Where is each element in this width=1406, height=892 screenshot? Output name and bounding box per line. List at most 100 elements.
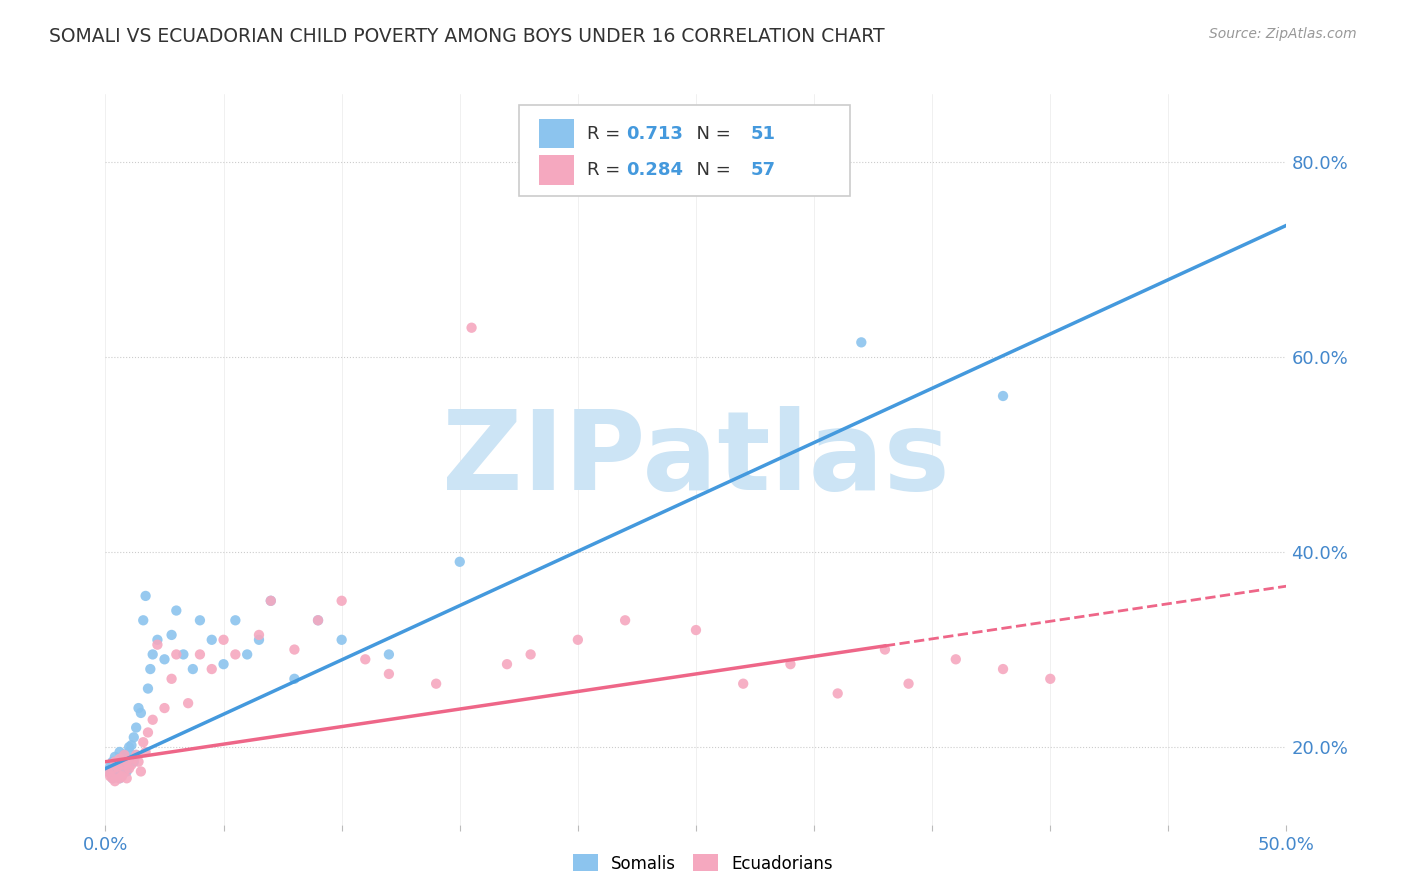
Point	[111, 752, 134, 766]
Point	[120, 752, 142, 766]
Point	[851, 335, 873, 350]
Point	[104, 774, 127, 789]
Point	[160, 628, 183, 642]
FancyBboxPatch shape	[538, 120, 574, 148]
Point	[122, 752, 145, 766]
Point	[125, 721, 148, 735]
Point	[112, 747, 135, 762]
Point	[128, 755, 150, 769]
Point	[567, 632, 589, 647]
Point	[685, 623, 707, 637]
Text: Source: ZipAtlas.com: Source: ZipAtlas.com	[1209, 27, 1357, 41]
Text: N =: N =	[685, 125, 737, 143]
Point	[160, 672, 183, 686]
Point	[146, 638, 169, 652]
Point	[153, 652, 176, 666]
Point	[98, 759, 121, 773]
Point	[283, 642, 305, 657]
Point	[97, 764, 120, 779]
Point	[125, 747, 148, 762]
Point	[118, 745, 141, 759]
Point	[112, 747, 135, 762]
Point	[449, 555, 471, 569]
Text: N =: N =	[685, 161, 737, 179]
Point	[224, 613, 246, 627]
Point	[201, 632, 224, 647]
Point	[104, 769, 127, 783]
Point	[120, 757, 142, 772]
Point	[108, 752, 131, 766]
Point	[108, 772, 131, 786]
Point	[307, 613, 329, 627]
Point	[105, 759, 128, 773]
Text: 51: 51	[751, 125, 775, 143]
Point	[247, 628, 270, 642]
FancyBboxPatch shape	[538, 155, 574, 185]
Point	[177, 696, 200, 710]
Point	[128, 701, 150, 715]
Text: 0.284: 0.284	[626, 161, 683, 179]
Point	[165, 648, 187, 662]
Point	[142, 713, 165, 727]
Point	[111, 767, 134, 781]
Point	[378, 667, 401, 681]
FancyBboxPatch shape	[519, 104, 849, 196]
Point	[97, 764, 120, 779]
Point	[132, 735, 155, 749]
Point	[132, 613, 155, 627]
Legend: Somalis, Ecuadorians: Somalis, Ecuadorians	[567, 847, 839, 880]
Text: R =: R =	[588, 125, 626, 143]
Point	[247, 632, 270, 647]
Point	[104, 749, 127, 764]
Point	[307, 613, 329, 627]
Point	[115, 772, 138, 786]
Point	[260, 594, 283, 608]
Text: 57: 57	[751, 161, 775, 179]
Point	[827, 686, 849, 700]
Point	[115, 764, 138, 779]
Point	[105, 764, 128, 779]
Point	[733, 676, 755, 690]
Point	[108, 745, 131, 759]
Point	[120, 738, 142, 752]
Point	[283, 672, 305, 686]
Point	[260, 594, 283, 608]
Point	[101, 762, 124, 776]
Point	[122, 731, 145, 745]
Point	[101, 755, 124, 769]
Point	[105, 757, 128, 772]
Point	[496, 657, 519, 672]
Point	[146, 632, 169, 647]
Point	[519, 648, 541, 662]
Point	[212, 657, 235, 672]
Point	[136, 681, 159, 696]
Point	[125, 747, 148, 762]
Point	[135, 589, 157, 603]
Point	[105, 767, 128, 781]
Point	[779, 657, 801, 672]
Point	[135, 745, 157, 759]
Point	[330, 632, 353, 647]
Point	[165, 603, 187, 617]
Point	[201, 662, 224, 676]
Point	[118, 740, 141, 755]
Point	[111, 769, 134, 783]
Point	[181, 662, 204, 676]
Point	[991, 389, 1014, 403]
Point	[172, 648, 194, 662]
Point	[212, 632, 235, 647]
Point	[108, 772, 131, 786]
Point	[129, 764, 152, 779]
Point	[873, 642, 896, 657]
Text: 0.713: 0.713	[626, 125, 683, 143]
Point	[945, 652, 967, 666]
Point	[111, 757, 134, 772]
Point	[991, 662, 1014, 676]
Point	[115, 755, 138, 769]
Point	[129, 706, 152, 720]
Point	[188, 648, 211, 662]
Point	[460, 320, 482, 334]
Point	[118, 762, 141, 776]
Text: R =: R =	[588, 161, 626, 179]
Point	[354, 652, 377, 666]
